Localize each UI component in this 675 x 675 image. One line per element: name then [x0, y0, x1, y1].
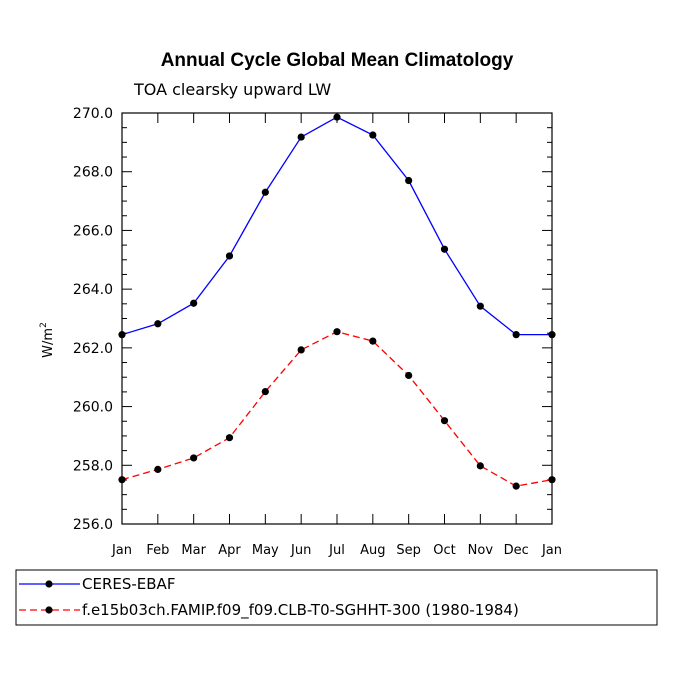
plot-frame — [121, 112, 553, 525]
series-0-point — [369, 131, 377, 139]
y-axis: 256.0 258.0 260.0 262.0 264.0 266.0 268.0 270.0 — [73, 106, 552, 533]
x-tick-label: Jul — [328, 543, 345, 558]
y-axis-label: W/m2 — [39, 322, 56, 358]
y-tick-label: 264.0 — [73, 282, 113, 298]
legend-marker-1 — [45, 606, 53, 614]
series-1-point — [440, 417, 449, 425]
series-1-point — [476, 462, 484, 470]
y-axis-label-unit: W/m — [41, 328, 56, 358]
legend-label-0: CERES-EBAF — [82, 575, 175, 593]
series-1-point — [548, 476, 556, 484]
y-tick-label: 270.0 — [73, 106, 113, 122]
x-tick-label: May — [252, 543, 279, 558]
x-tick-label: Oct — [433, 543, 455, 558]
x-tick-label: Jan — [541, 543, 562, 558]
legend-marker-0 — [45, 580, 53, 588]
series-0-point — [261, 188, 269, 196]
x-tick-label: Sep — [396, 543, 421, 558]
x-tick-label: Mar — [181, 543, 206, 558]
x-tick-label: Jun — [290, 543, 311, 558]
series-0-point — [154, 320, 162, 328]
series-1-point — [369, 337, 377, 345]
x-tick-label: Dec — [504, 543, 529, 558]
y-axis-label-superscript: 2 — [39, 322, 49, 328]
chart-title: Annual Cycle Global Mean Climatology — [161, 50, 514, 71]
series-0-point — [225, 252, 234, 260]
series-0-point — [548, 331, 556, 339]
series-1-point — [118, 476, 126, 484]
series-0-point — [118, 331, 126, 339]
series-group — [118, 113, 556, 490]
series-0-point — [190, 299, 198, 307]
x-tick-label: Feb — [146, 543, 169, 558]
x-tick-label: Apr — [218, 543, 241, 558]
series-0-point — [476, 302, 484, 310]
y-tick-label: 266.0 — [73, 223, 113, 239]
series-0-point — [297, 133, 305, 141]
series-1-point — [297, 346, 305, 354]
legend-box — [15, 569, 658, 626]
series-1-point — [225, 434, 234, 442]
series-0-point — [333, 113, 341, 121]
series-1-point — [405, 371, 413, 380]
x-tick-label: Aug — [360, 543, 385, 558]
x-axis: Jan Feb Mar Apr May Jun Jul Aug Sep Oct Nov Dec Jan — [111, 113, 562, 558]
y-tick-label: 268.0 — [73, 165, 113, 181]
series-1-point — [333, 328, 341, 336]
legend: CERES-EBAF f.e15b03ch.FAMIP.f09_f09.CLB-T… — [15, 569, 658, 626]
series-0-point — [405, 176, 413, 185]
y-tick-label: 260.0 — [73, 400, 113, 416]
x-tick-label: Jan — [111, 543, 132, 558]
series-0-point — [440, 245, 449, 253]
chart-subtitle: TOA clearsky upward LW — [133, 80, 331, 99]
series-1-point — [261, 387, 269, 396]
series-1-point — [190, 454, 198, 462]
series-line-0 — [121, 116, 552, 336]
series-0-point — [512, 331, 520, 339]
legend-label-1: f.e15b03ch.FAMIP.f09_f09.CLB-T0-SGHHT-30… — [82, 601, 519, 620]
series-1-point — [154, 465, 162, 473]
y-tick-label: 258.0 — [73, 458, 113, 474]
y-tick-label: 262.0 — [73, 341, 113, 357]
series-line-1 — [121, 331, 553, 487]
y-tick-label: 256.0 — [73, 517, 113, 533]
series-1-point — [512, 482, 520, 490]
x-tick-label: Nov — [468, 543, 494, 558]
